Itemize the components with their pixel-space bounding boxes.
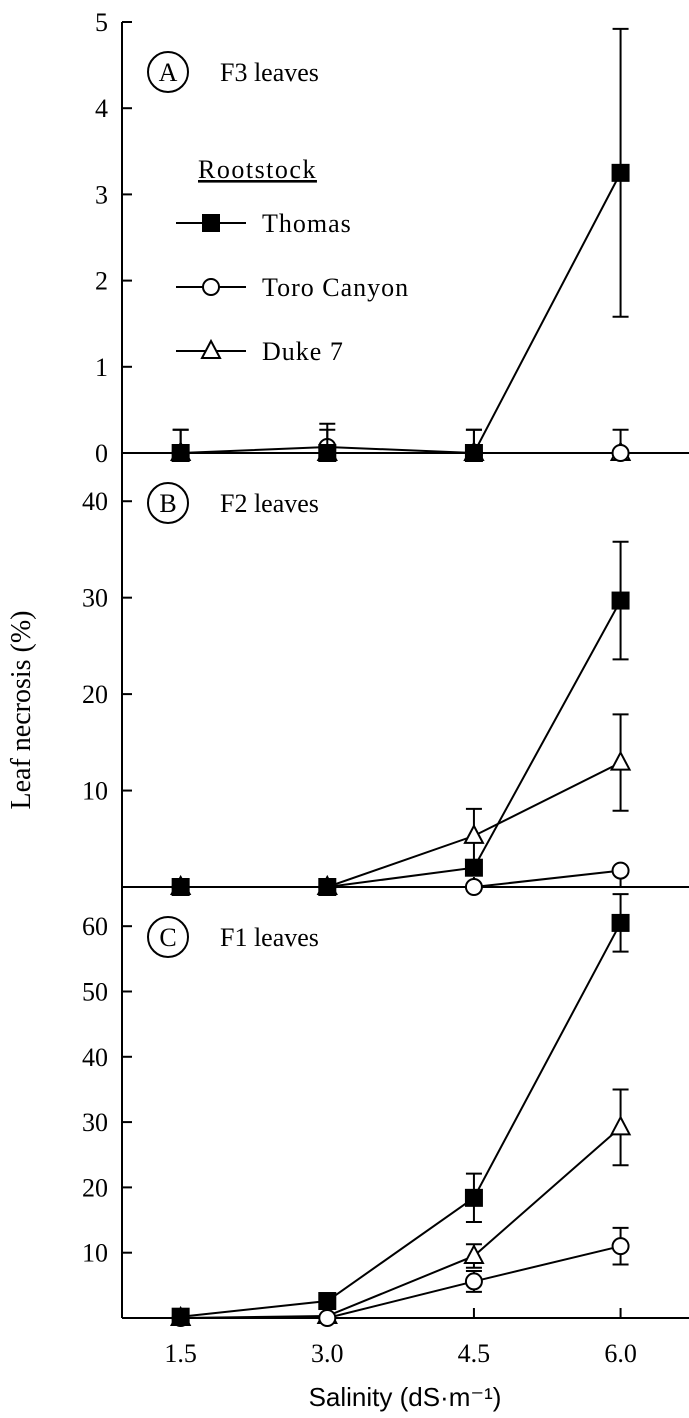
y-tick-label: 30 [82,584,108,613]
data-point [171,1307,190,1326]
series-line [180,922,622,1318]
y-tick-label: 1 [95,353,108,382]
series-toro-canyon [171,861,630,896]
series-line [180,869,621,888]
series-line [180,445,621,454]
series-line [180,1245,621,1319]
series-toro-canyon [171,422,630,462]
panel-letter: B [159,489,176,518]
y-tick-label: 50 [82,977,108,1006]
y-tick-label: 40 [82,487,108,516]
y-tick-label: 20 [82,1173,108,1202]
data-point [464,444,483,462]
data-point [464,1188,483,1207]
panel-letter-circle [147,916,189,958]
y-tick-label: 10 [82,1239,108,1268]
panel-letter: C [159,923,176,952]
series-duke-7 [169,1088,632,1326]
data-point [609,750,632,771]
legend-title: Rootstock [198,155,317,184]
y-tick-label: 30 [82,1108,108,1137]
series-line [180,761,622,888]
y-tick-label: 20 [82,680,108,709]
data-point [611,163,630,182]
panel-letter-circle [147,482,189,524]
panel-title: F1 leaves [220,923,319,952]
legend: Rootstock Thomas Toro Canyon Duke 7 [176,155,409,366]
data-point [611,444,630,462]
data-point [611,861,630,880]
data-point [318,878,337,896]
legend-marker [202,214,220,232]
panel-title: F3 leaves [220,58,319,87]
legend-label: Duke 7 [262,337,344,366]
data-point [609,1115,632,1136]
x-tick-label: 4.5 [458,1339,491,1368]
data-point [171,878,190,896]
data-point [611,591,630,610]
data-point [318,1292,337,1311]
data-point [464,1272,483,1291]
y-tick-label: 0 [95,439,108,468]
panel-letter-circle [147,51,189,93]
legend-marker [202,278,220,296]
series-line [180,172,622,454]
data-point [318,444,337,462]
y-tick-label: 2 [95,267,108,296]
data-point [463,823,485,844]
y-tick-label: 40 [82,1043,108,1072]
legend-label: Toro Canyon [262,273,409,302]
x-tick-label: 3.0 [311,1339,344,1368]
panel-a: 0 1 2 3 4 5 A F3 leaves Rootstock Thomas Toro Cany… [95,8,689,468]
y-tick-label: 5 [95,8,108,37]
data-point [611,913,630,932]
data-point [171,444,190,462]
series-thomas [171,27,630,462]
series-thomas [171,540,630,896]
data-point [611,1237,630,1256]
data-point [464,878,483,896]
y-tick-label: 4 [95,94,108,123]
series-line [180,1126,622,1319]
series-line [180,600,622,888]
x-tick-label: 6.0 [604,1339,637,1368]
chart-panels: 0 1 2 3 4 5 A F3 leaves Rootstock Thomas Toro Cany… [82,8,689,1368]
data-point [464,858,483,877]
y-tick-label: 60 [82,912,108,941]
x-axis-title: Salinity (dS·m⁻¹) [309,1382,502,1412]
series-toro-canyon [171,1226,630,1327]
legend-label: Thomas [262,209,352,238]
series-thomas [171,893,630,1326]
legend-marker [200,338,222,359]
data-point [318,1309,337,1327]
x-tick-label: 1.5 [164,1339,197,1368]
panel-title: F2 leaves [220,489,319,518]
y-tick-label: 3 [95,180,108,209]
series-duke-7 [169,713,632,895]
panel-b: 10 20 30 40 B F2 leaves [82,453,689,896]
y-axis-title: Leaf necrosis (%) [6,610,37,809]
panel-c: 10 20 30 40 50 60 1.5 3.0 4.5 6.0 C F1 leaves [82,887,689,1368]
data-point [463,1243,485,1264]
y-tick-label: 10 [82,777,108,806]
panel-letter: A [159,58,178,87]
